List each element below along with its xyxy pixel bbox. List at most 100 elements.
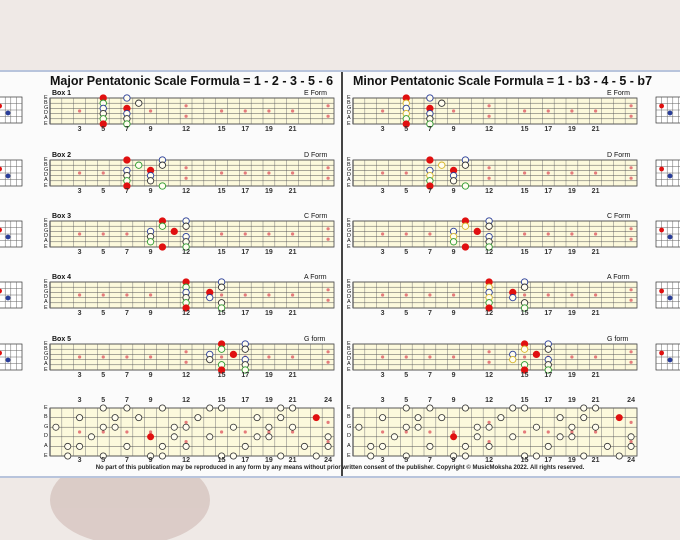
string-label: E [44, 304, 48, 311]
scale-note [229, 423, 237, 431]
fret-number: 24 [627, 397, 635, 404]
scale-note [229, 350, 238, 359]
scale-note [123, 156, 131, 164]
scale-note [485, 222, 493, 230]
chord-dot [667, 357, 673, 363]
fret-number: 3 [77, 372, 82, 379]
inlay-dot [487, 104, 491, 108]
fret-number: 9 [451, 188, 456, 195]
inlay-dot [570, 171, 574, 175]
fret-number: 21 [288, 249, 297, 256]
inlay-dot [629, 114, 633, 118]
inlay-dot [487, 360, 491, 364]
fret-number: 9 [148, 457, 153, 464]
inlay-dot [451, 355, 456, 359]
inlay-dot [267, 171, 271, 175]
fret-number: 9 [148, 249, 153, 256]
chord-dot [5, 295, 11, 301]
fret-number: 5 [404, 188, 409, 195]
fret-number: 3 [77, 310, 82, 317]
fret-number: 15 [520, 249, 529, 256]
inlay-dot [101, 355, 105, 359]
chord-dot [667, 110, 673, 116]
scale-note [324, 442, 332, 450]
scale-note [182, 442, 190, 450]
fret-number: 15 [217, 372, 226, 379]
fret-number: 3 [380, 372, 385, 379]
scale-note [580, 452, 588, 460]
inlay-dot [546, 232, 550, 236]
inlay-dot [101, 430, 105, 434]
inlay-dot [290, 109, 295, 113]
fret-number: 17 [544, 397, 553, 404]
string-label: A [44, 361, 48, 368]
inlay-dot [428, 355, 432, 359]
inlay-dot [629, 237, 633, 241]
inlay-dot [522, 109, 527, 113]
scale-note [532, 350, 541, 359]
scale-note [544, 442, 552, 450]
inlay-dot [290, 355, 295, 359]
string-label: D [44, 233, 48, 240]
scale-note [170, 423, 178, 431]
scale-note [64, 452, 72, 460]
scale-note [265, 433, 273, 441]
string-label: E [347, 156, 351, 163]
string-label: G [347, 423, 352, 430]
fretboard-diagrams [0, 94, 680, 460]
fret-number: 19 [568, 249, 576, 256]
inlay-dot [522, 430, 527, 434]
chord-dot [5, 234, 11, 240]
fret-number: 21 [591, 249, 600, 256]
scale-note [520, 304, 529, 312]
inlay-dot [184, 440, 188, 444]
fret-number: 12 [485, 126, 493, 133]
inlay-dot [148, 355, 153, 359]
string-label: E [44, 366, 48, 373]
fret-number: 24 [324, 457, 332, 464]
string-label: D [347, 110, 351, 117]
string-label: B [44, 161, 48, 168]
inlay-dot [380, 430, 385, 434]
major-title: Major Pentatonic Scale Formula = 1 - 2 -… [50, 74, 334, 88]
scale-note [379, 414, 387, 422]
scale-note [520, 283, 529, 291]
fret-number: 19 [568, 372, 576, 379]
fret-number: 19 [265, 397, 273, 404]
scale-note [473, 433, 481, 441]
fret-number: 7 [427, 457, 432, 464]
scale-note [497, 414, 505, 422]
fret-number: 5 [404, 249, 409, 256]
fret-number: 5 [404, 397, 409, 404]
fret-number: 17 [241, 397, 250, 404]
fret-number: 15 [520, 126, 529, 133]
scale-note [194, 414, 202, 422]
fret-number: 12 [182, 397, 190, 404]
inlay-dot [184, 176, 188, 180]
inlay-dot [101, 171, 105, 175]
string-label: A [44, 115, 48, 122]
fret-number: 19 [568, 310, 576, 317]
fret-number: 9 [451, 310, 456, 317]
inlay-dot [326, 114, 330, 118]
scale-note [218, 404, 226, 412]
inlay-dot [629, 288, 633, 292]
scale-note [556, 414, 564, 422]
fret-number: 5 [101, 397, 106, 404]
scale-note [147, 433, 155, 441]
inlay-dot [148, 109, 153, 113]
fret-number: 12 [485, 457, 493, 464]
fret-number: 9 [451, 457, 456, 464]
fret-number: 17 [241, 126, 250, 133]
string-label: A [347, 442, 351, 449]
string-label: B [347, 222, 351, 229]
fret-number: 21 [288, 188, 297, 195]
fret-number: 7 [124, 126, 129, 133]
inlay-dot [219, 293, 224, 297]
chord-dot [0, 350, 2, 356]
scale-note [509, 404, 517, 412]
inlay-dot [380, 232, 385, 236]
scale-note [87, 433, 95, 441]
fret-number: 7 [427, 372, 432, 379]
chord-dot [659, 166, 664, 172]
